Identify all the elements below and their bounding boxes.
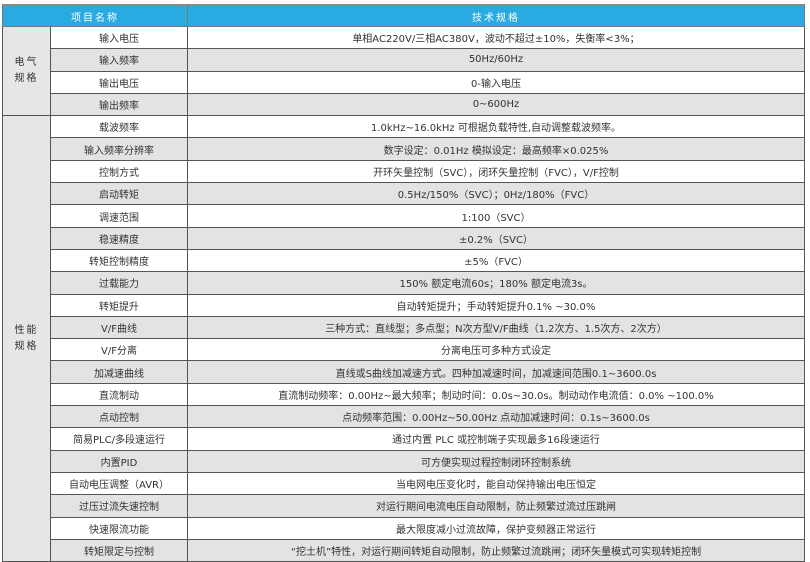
table-row: 简易PLC/多段速运行 通过内置 PLC 或控制端子实现最多16段速运行	[3, 427, 805, 451]
spec-cell: 0-输入电压	[187, 70, 805, 94]
item-name-cell: 点动控制	[50, 405, 188, 429]
spec-cell: 150% 额定电流60s；180% 额定电流3s。	[187, 271, 805, 295]
table-row: 快速限流功能 最大限度减小过流故障，保护变频器正常运行	[3, 516, 805, 540]
spec-cell: ±0.2%（SVC）	[187, 226, 805, 250]
item-name-cell: 快速限流功能	[50, 516, 188, 540]
spec-cell: 1.0kHz~16.0kHz 可根据负载特性,自动调整载波频率。	[187, 115, 805, 139]
item-name-cell: 输入电压	[50, 25, 188, 50]
item-name-cell: V/F分离	[50, 338, 188, 362]
spec-cell: 对运行期间电流电压自动限制，防止频繁过流过压跳闸	[187, 494, 805, 518]
item-name-cell: 启动转矩	[50, 182, 188, 206]
item-name-cell: 过压过流失速控制	[50, 494, 188, 518]
item-name-cell: 加减速曲线	[50, 360, 188, 384]
table-row: 启动转矩 0.5Hz/150%（SVC）；0Hz/180%（FVC）	[3, 182, 805, 206]
spec-cell: ±5%（FVC）	[187, 248, 805, 273]
category-cell: 性能 规格	[2, 115, 51, 562]
table-row: 转矩控制精度 ±5%（FVC）	[3, 248, 805, 273]
category-label: 规格	[14, 73, 39, 85]
table-row: 自动电压调整（AVR） 当电网电压变化时，能自动保持输出电压恒定	[3, 471, 805, 496]
item-name-cell: 输出频率	[50, 92, 188, 117]
item-name-cell: 直流制动	[50, 382, 188, 407]
table-row: V/F分离 分离电压可多种方式设定	[3, 338, 805, 362]
category-cell: 电气 规格	[2, 25, 51, 117]
table-row: 过载能力 150% 额定电流60s；180% 额定电流3s。	[3, 271, 805, 295]
spec-cell: 三种方式：直线型；多点型；N次方型V/F曲线（1.2次方、1.5次方、2次方）	[187, 315, 805, 340]
item-name-cell: 简易PLC/多段速运行	[50, 427, 188, 451]
category-label: 电气	[14, 57, 39, 69]
item-name-cell: 转矩限定与控制	[50, 538, 188, 562]
table-row: 直流制动 直流制动频率：0.00Hz~最大频率；制动时间：0.0s~30.0s。制…	[3, 382, 805, 407]
spec-cell: “挖土机”特性，对运行期间转矩自动限制，防止频繁过流跳闸；闭环矢量模式可实现转矩…	[187, 538, 805, 562]
spec-cell: 最大限度减小过流故障，保护变频器正常运行	[187, 516, 805, 540]
spec-cell: 点动频率范围：0.00Hz~50.00Hz 点动加减速时间：0.1s~3600.…	[187, 405, 805, 429]
spec-cell: 数字设定：0.01Hz 模拟设定：最高频率×0.025%	[187, 137, 805, 161]
category-label: 性能	[14, 324, 39, 336]
spec-cell: 直流制动频率：0.00Hz~最大频率；制动时间：0.0s~30.0s。制动动作电…	[187, 382, 805, 407]
spec-cell: 当电网电压变化时，能自动保持输出电压恒定	[187, 471, 805, 496]
spec-cell: 0~600Hz	[187, 92, 805, 117]
item-name-cell: 输入频率	[50, 48, 188, 72]
item-name-cell: 输出电压	[50, 70, 188, 94]
header-item-name: 项目名称	[2, 4, 188, 27]
item-name-cell: 载波频率	[50, 115, 188, 139]
item-name-cell: 过载能力	[50, 271, 188, 295]
table-row: 电气 规格 输入电压 单相AC220V/三相AC380V，波动不超过±10%，失衡率<…	[2, 25, 805, 117]
item-name-cell: 转矩提升	[50, 293, 188, 317]
table-row: 输入频率 50Hz/60Hz	[3, 48, 805, 72]
spec-cell: 50Hz/60Hz	[187, 48, 805, 72]
spec-cell: 分离电压可多种方式设定	[187, 338, 805, 362]
item-name-cell: 输入频率分辨率	[50, 137, 188, 161]
spec-cell: 可方便实现过程控制闭环控制系统	[187, 449, 805, 473]
table-row: 输出电压 0-输入电压	[3, 70, 805, 94]
item-name-cell: 调速范围	[50, 204, 188, 228]
item-name-cell: 内置PID	[50, 449, 188, 473]
spec-table: 项目名称 技术规格 电气 规格 输入电压 单相AC220V/三相AC380V，波动不超…	[2, 4, 805, 562]
table-row: 过压过流失速控制 对运行期间电流电压自动限制，防止频繁过流过压跳闸	[3, 494, 805, 518]
table-row: 输出频率 0~600Hz	[3, 92, 805, 117]
item-name-cell: 转矩控制精度	[50, 248, 188, 273]
item-name-cell: V/F曲线	[50, 315, 188, 340]
spec-cell: 开环矢量控制（SVC），闭环矢量控制（FVC），V/F控制	[187, 159, 805, 184]
table-row: 性能 规格 载波频率 1.0kHz~16.0kHz 可根据负载特性,自动调整载波频率。	[2, 115, 805, 562]
header-row: 项目名称 技术规格	[2, 4, 805, 27]
header-spec: 技术规格	[187, 4, 805, 27]
table-row: 稳速精度 ±0.2%（SVC）	[3, 226, 805, 250]
spec-cell: 通过内置 PLC 或控制端子实现最多16段速运行	[187, 427, 805, 451]
spec-cell: 0.5Hz/150%（SVC）；0Hz/180%（FVC）	[187, 182, 805, 206]
table-row: V/F曲线 三种方式：直线型；多点型；N次方型V/F曲线（1.2次方、1.5次方、…	[3, 315, 805, 340]
spec-cell: 自动转矩提升；手动转矩提升0.1% ~30.0%	[187, 293, 805, 317]
table-row: 输入频率分辨率 数字设定：0.01Hz 模拟设定：最高频率×0.025%	[3, 137, 805, 161]
spec-cell: 单相AC220V/三相AC380V，波动不超过±10%，失衡率<3%；	[187, 25, 805, 50]
table-row: 内置PID 可方便实现过程控制闭环控制系统	[3, 449, 805, 473]
spec-cell: 1:100（SVC）	[187, 204, 805, 228]
table-row: 转矩限定与控制 “挖土机”特性，对运行期间转矩自动限制，防止频繁过流跳闸；闭环矢量…	[3, 538, 805, 562]
table-row: 点动控制 点动频率范围：0.00Hz~50.00Hz 点动加减速时间：0.1s~3…	[3, 405, 805, 429]
table-row: 加减速曲线 直线或S曲线加减速方式。四种加减速时间，加减速间范围0.1~3600.…	[3, 360, 805, 384]
item-name-cell: 自动电压调整（AVR）	[50, 471, 188, 496]
table-row: 调速范围 1:100（SVC）	[3, 204, 805, 228]
spec-cell: 直线或S曲线加减速方式。四种加减速时间，加减速间范围0.1~3600.0s	[187, 360, 805, 384]
item-name-cell: 控制方式	[50, 159, 188, 184]
table-row: 转矩提升 自动转矩提升；手动转矩提升0.1% ~30.0%	[3, 293, 805, 317]
category-label: 规格	[14, 340, 39, 352]
table-row: 控制方式 开环矢量控制（SVC），闭环矢量控制（FVC），V/F控制	[3, 159, 805, 184]
item-name-cell: 稳速精度	[50, 226, 188, 250]
